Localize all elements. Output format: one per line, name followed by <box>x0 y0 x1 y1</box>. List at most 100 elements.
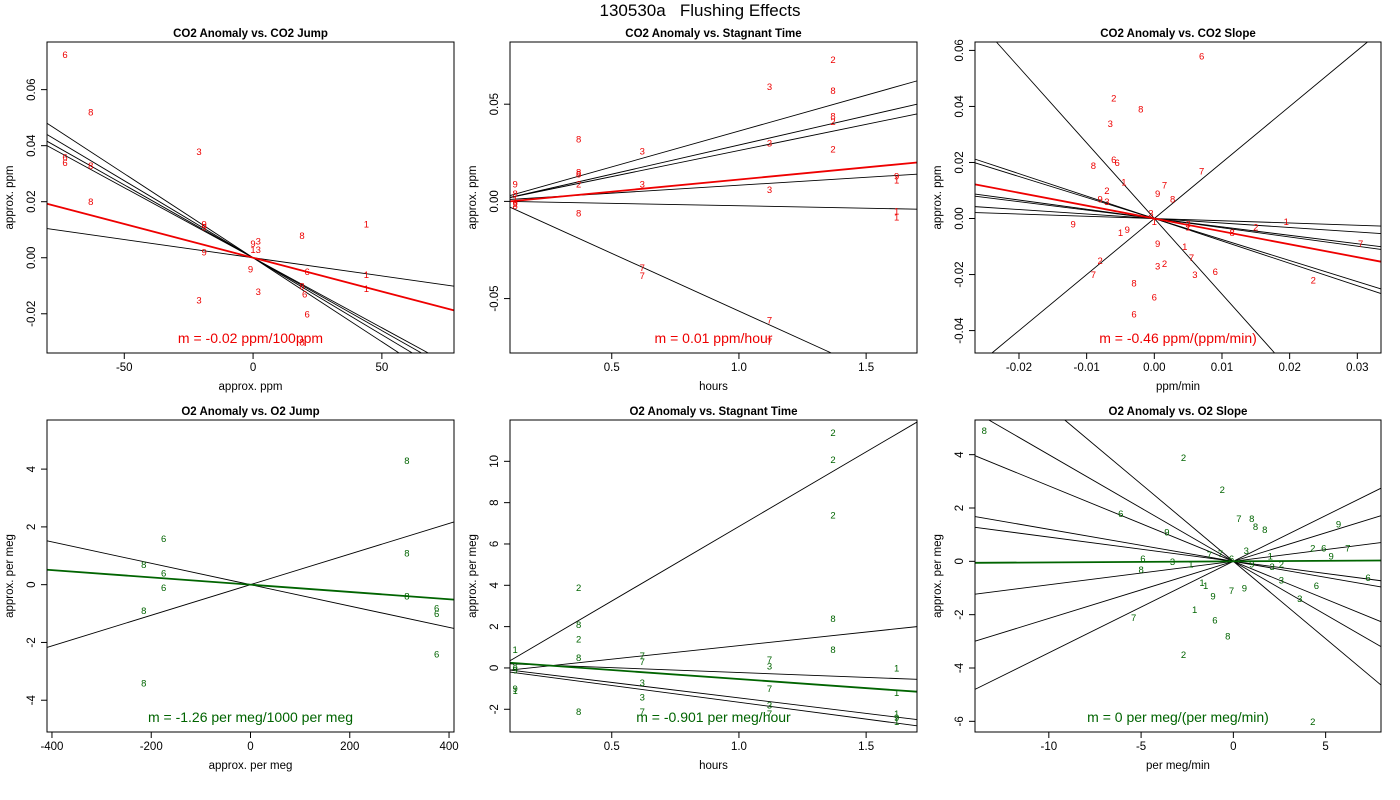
x-tick-label: 200 <box>340 741 359 753</box>
x-tick-label: -50 <box>116 362 133 374</box>
slope-annotation: m = -0.02 ppm/100ppm <box>178 330 323 346</box>
x-tick-label: 1.0 <box>731 362 747 374</box>
data-point-label: 8 <box>404 592 409 603</box>
data-point-label: 3 <box>256 287 261 298</box>
data-point-label: 6 <box>305 309 310 320</box>
fit-line <box>509 80 918 196</box>
data-point-label: 2 <box>830 144 835 155</box>
data-point-label: 8 <box>576 170 581 181</box>
data-point-label: 3 <box>196 295 201 306</box>
y-tick-label: 4 <box>489 582 501 589</box>
data-point-label: 7 <box>1091 270 1096 281</box>
data-point-label: 3 <box>640 678 645 689</box>
x-axis-label: hours <box>699 381 728 393</box>
chart-title: O2 Anomaly vs. Stagnant Time <box>629 406 797 418</box>
data-point-label: 1 <box>1186 222 1191 233</box>
x-tick-label: 0 <box>1230 741 1236 753</box>
data-point-label: 7 <box>767 337 772 348</box>
data-point-label: 6 <box>62 158 67 169</box>
data-point-label: 9 <box>1336 520 1341 531</box>
fit-line <box>509 669 918 721</box>
data-point-label: 2 <box>1098 256 1103 267</box>
data-point-label: 6 <box>1213 267 1218 278</box>
plot-frame <box>974 41 1382 354</box>
data-point-label: 8 <box>576 653 581 664</box>
data-point-label: 8 <box>830 645 835 656</box>
data-point-label: 8 <box>576 707 581 718</box>
y-tick-label: 4 <box>954 451 966 458</box>
y-tick-label: -2 <box>489 704 501 714</box>
data-point-label: 1 <box>1152 217 1157 228</box>
y-tick-label: 2 <box>489 623 501 629</box>
fit-line <box>974 487 1382 690</box>
data-point-label: 1 <box>894 688 899 699</box>
data-point-label: 8 <box>1249 514 1254 525</box>
data-point-label: 2 <box>1310 544 1315 555</box>
y-tick-label: 0.02 <box>26 191 38 213</box>
data-point-label: 2 <box>576 179 581 190</box>
data-point-label: 8 <box>1262 525 1267 536</box>
data-point-label: 3 <box>1297 594 1302 605</box>
slope-annotation: m = -1.26 per meg/1000 per meg <box>148 709 353 725</box>
data-point-label: 2 <box>576 583 581 594</box>
data-point-label: 9 <box>1155 239 1160 250</box>
data-point-label: 7 <box>1189 253 1194 264</box>
data-point-label: 1 <box>1199 578 1204 589</box>
y-tick-label: 0.00 <box>489 190 501 212</box>
fit-line <box>974 158 1382 295</box>
data-point-label: 8 <box>576 168 581 179</box>
data-point-label: 3 <box>1192 270 1197 281</box>
y-axis-label: approx. ppm <box>467 166 479 230</box>
data-point-label: 1 <box>512 645 517 656</box>
data-point-label: 8 <box>1225 632 1230 643</box>
y-tick-label: 0 <box>954 558 966 564</box>
data-point-label: 7 <box>640 657 645 668</box>
data-point-label: 9 <box>1329 552 1334 563</box>
data-point-label: 3 <box>1170 557 1175 568</box>
data-point-label: 3 <box>196 147 201 158</box>
data-point-label: 9 <box>248 264 253 275</box>
data-point-label: 7 <box>1199 166 1204 177</box>
fit-line <box>974 526 1382 582</box>
data-point-label: 6 <box>62 50 67 61</box>
x-tick-label: 0.5 <box>604 362 620 374</box>
x-tick-label: -400 <box>40 741 63 753</box>
x-tick-label: -10 <box>1041 741 1058 753</box>
data-point-label: 6 <box>1199 52 1204 63</box>
data-point-label: 6 <box>1118 509 1123 520</box>
data-point-label: 6 <box>1114 158 1119 169</box>
data-point-label: 6 <box>62 152 67 163</box>
x-tick-label: 0.03 <box>1346 362 1368 374</box>
data-point-label: 9 <box>1242 584 1247 595</box>
data-point-label: 1 <box>250 245 255 256</box>
data-point-label: 2 <box>576 635 581 646</box>
mean-fit-line <box>509 161 918 203</box>
fit-line <box>991 41 1368 354</box>
data-point-label: 8 <box>576 135 581 146</box>
data-point-label: 1 <box>1203 581 1208 592</box>
y-axis-label: approx. per meg <box>467 534 479 618</box>
data-point-label: 7 <box>1207 550 1212 561</box>
y-axis-label: approx. ppm <box>4 166 16 230</box>
data-point-label: 8 <box>404 548 409 559</box>
data-point-label: 8 <box>576 620 581 631</box>
mean-fit-line <box>509 661 918 693</box>
fit-line <box>974 212 1382 227</box>
data-point-label: 6 <box>161 583 166 594</box>
y-tick-label: 6 <box>489 541 501 547</box>
y-tick-label: -0.02 <box>954 261 966 287</box>
data-point-label: 2 <box>1279 560 1284 571</box>
fit-line <box>509 103 918 198</box>
data-point-label: 3 <box>1155 262 1160 273</box>
slope-annotation: m = 0 per meg/(per meg/min) <box>1087 709 1269 725</box>
data-point-label: 2 <box>1181 650 1186 661</box>
data-point-label: 2 <box>1111 94 1116 105</box>
data-point-label: 8 <box>830 614 835 625</box>
y-tick-label: -0.04 <box>954 317 966 344</box>
x-tick-label: 1.5 <box>858 362 874 374</box>
data-point-label: 7 <box>1358 239 1363 250</box>
